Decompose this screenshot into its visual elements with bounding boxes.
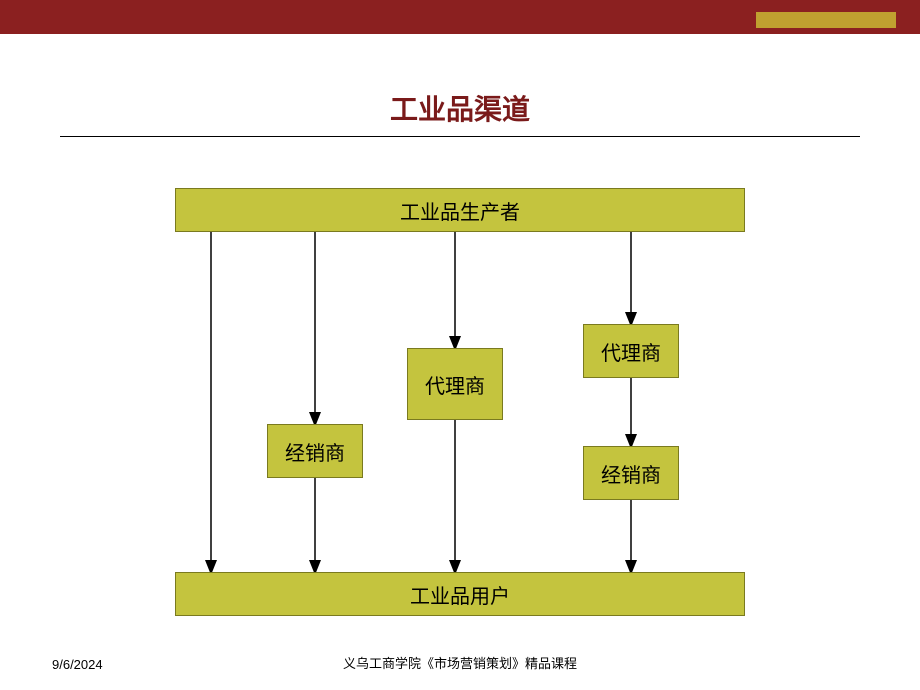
node-producer: 工业品生产者: [175, 188, 745, 232]
node-dealer1: 经销商: [267, 424, 363, 478]
header-bar: [0, 6, 920, 34]
footer-center: 义乌工商学院《市场营销策划》精品课程: [0, 653, 920, 672]
node-user: 工业品用户: [175, 572, 745, 616]
header-bar-accent: [756, 12, 896, 28]
node-dealer2: 经销商: [583, 446, 679, 500]
node-agent2: 代理商: [583, 324, 679, 378]
slide-title: 工业品渠道: [0, 88, 920, 128]
flow-diagram: 工业品生产者工业品用户经销商代理商代理商经销商: [175, 188, 745, 616]
node-agent1: 代理商: [407, 348, 503, 420]
title-underline: [60, 136, 860, 137]
